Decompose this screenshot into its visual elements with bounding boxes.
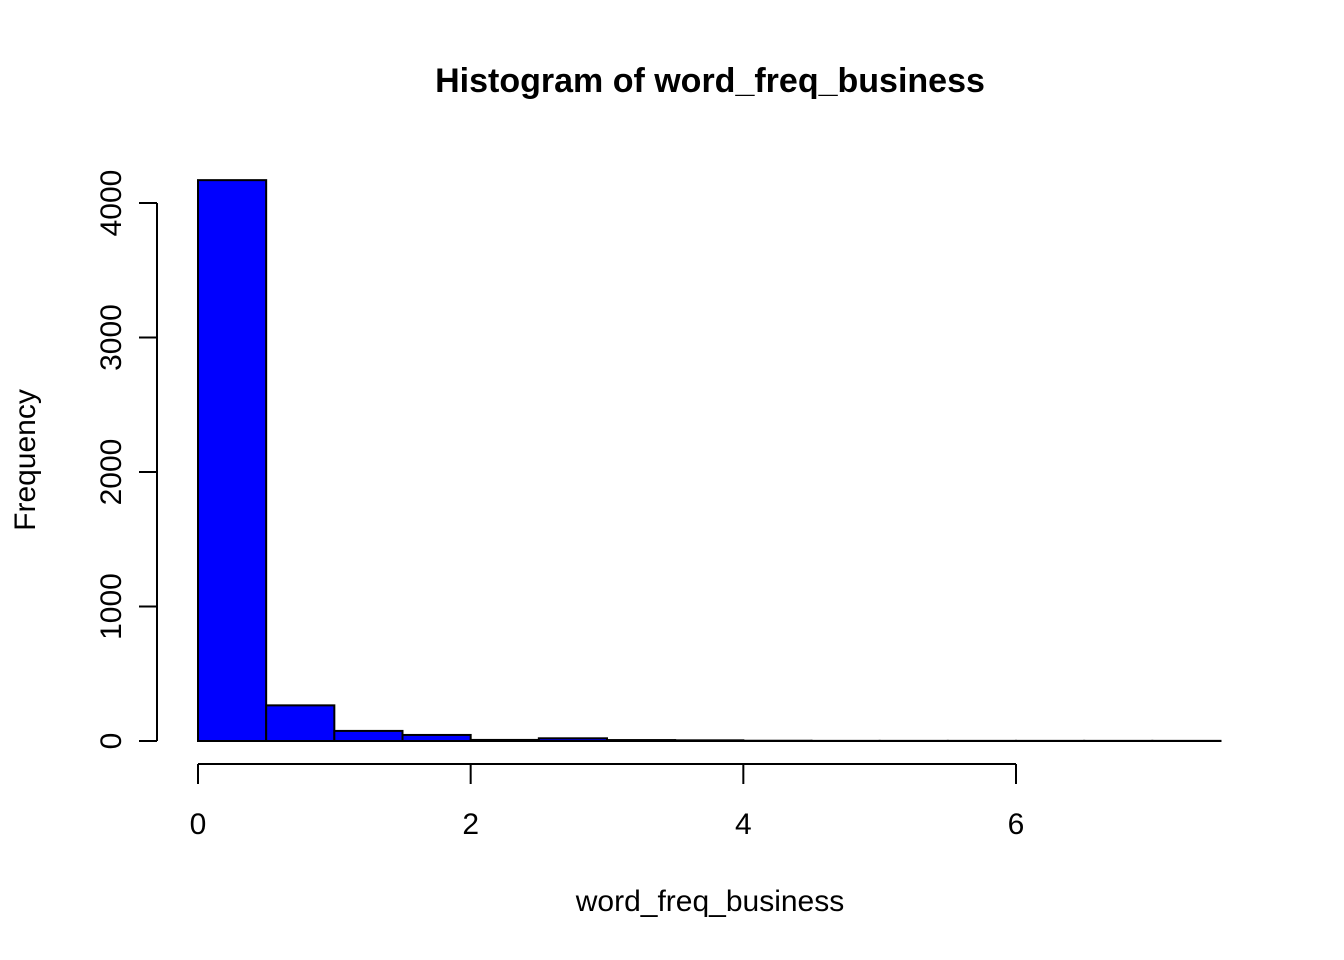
x-tick-label: 2: [462, 808, 479, 841]
x-tick-label: 4: [735, 808, 752, 841]
histogram-bar: [333, 729, 404, 742]
x-axis: 0 2 4 6: [190, 763, 1025, 841]
x-tick-label: 0: [190, 808, 207, 841]
histogram-bar: [265, 704, 336, 742]
chart-title: Histogram of word_freq_business: [435, 62, 985, 100]
y-tick-label: 4000: [95, 170, 128, 237]
y-axis: 0 1000 2000 3000 4000: [95, 170, 1221, 750]
y-tick-label: 1000: [95, 573, 128, 640]
histogram-bar: [197, 179, 268, 742]
x-axis-label: word_freq_business: [575, 885, 845, 918]
y-tick-label: 2000: [95, 439, 128, 506]
y-axis-label: Frequency: [9, 389, 42, 531]
histogram-bars: [197, 179, 1222, 743]
y-tick-label: 3000: [95, 304, 128, 371]
y-tick-label: 0: [95, 733, 128, 750]
x-tick-label: 6: [1008, 808, 1025, 841]
